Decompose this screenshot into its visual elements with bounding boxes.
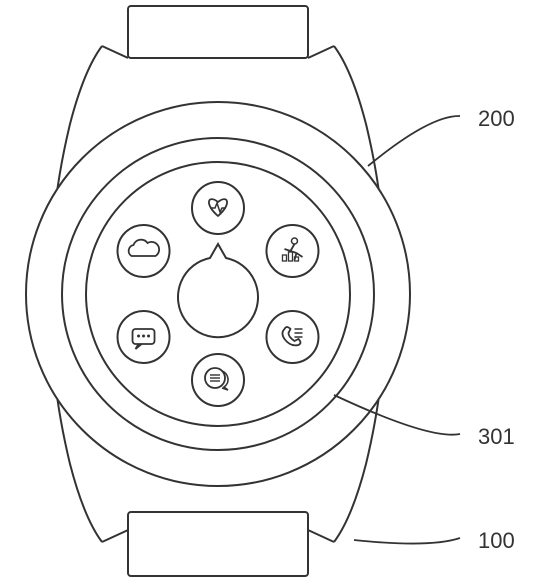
leader-line bbox=[354, 538, 460, 544]
reference-label-200: 200 bbox=[478, 106, 515, 131]
smartwatch-diagram: 200 301 100 bbox=[0, 0, 541, 588]
leader-line bbox=[368, 116, 460, 166]
watch-strap bbox=[128, 6, 308, 58]
reference-label-100: 100 bbox=[478, 528, 515, 553]
watch-strap bbox=[128, 512, 308, 576]
watch-bezel-outer bbox=[26, 102, 410, 486]
reference-label-301: 301 bbox=[478, 424, 515, 449]
